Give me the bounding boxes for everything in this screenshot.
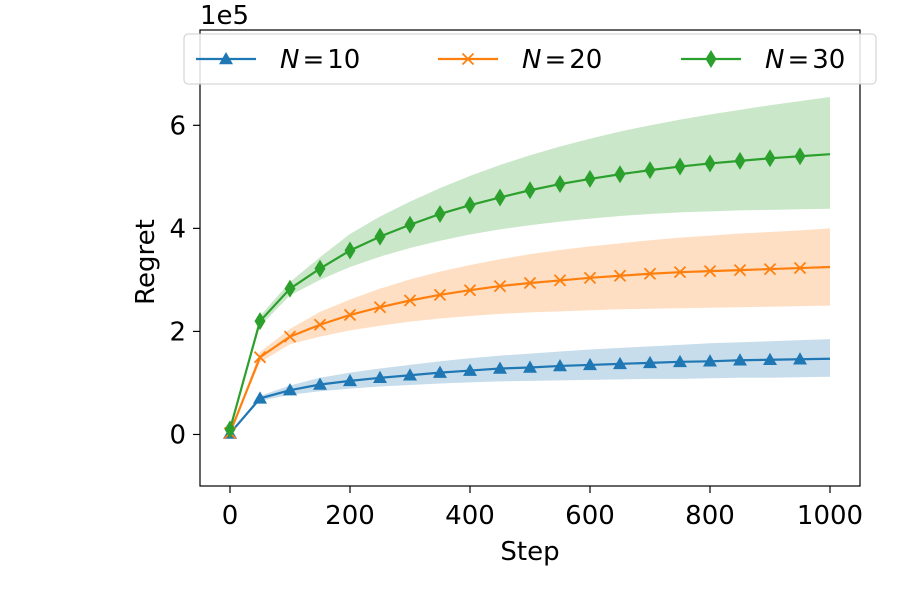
series-1-marker xyxy=(283,383,297,396)
series-3-marker xyxy=(314,259,326,278)
series-2-marker xyxy=(703,265,717,278)
y-tick-label: 2 xyxy=(169,317,186,347)
series-3-marker xyxy=(224,420,236,439)
series-1-marker xyxy=(643,355,657,369)
legend-item-2: N = 20 xyxy=(438,45,602,75)
series-markers xyxy=(223,147,807,440)
x-tick-label: 400 xyxy=(445,501,495,531)
series-1-marker xyxy=(733,353,747,366)
series-3-marker xyxy=(794,147,806,166)
legend: N = 10 N = 20 N = 30 xyxy=(183,33,877,85)
series-2-marker xyxy=(433,288,447,301)
series-3-marker xyxy=(374,227,386,246)
legend-label: N = 20 xyxy=(522,45,602,75)
series-2-marker xyxy=(553,274,567,287)
series-3-marker xyxy=(284,279,296,298)
legend-item-1: N = 10 xyxy=(196,45,360,75)
series-1-marker xyxy=(253,391,267,404)
legend-label: N = 10 xyxy=(280,45,360,75)
series-2-marker xyxy=(373,301,387,314)
legend-swatch-marker xyxy=(461,52,475,66)
x-axis-ticks: 0 200 400 600 800 1000 xyxy=(222,486,863,531)
series-2-marker xyxy=(283,330,297,343)
plot-frame xyxy=(199,29,861,487)
series-2-confidence-band xyxy=(230,228,830,433)
series-3-marker xyxy=(614,165,626,184)
y-tick-label: 0 xyxy=(169,420,186,450)
series-3-marker xyxy=(254,312,266,331)
series-3-marker xyxy=(764,149,776,168)
series-1-marker xyxy=(523,360,537,373)
series-1-marker xyxy=(493,361,507,374)
series-1-marker xyxy=(703,354,717,367)
series-2-marker xyxy=(673,266,687,279)
series-1-marker xyxy=(793,352,807,365)
series-3-marker xyxy=(464,196,476,215)
series-1-marker xyxy=(343,373,357,387)
series-2-marker xyxy=(493,279,507,293)
series-1-marker xyxy=(403,368,417,381)
x-tick-label: 600 xyxy=(565,501,615,531)
series-3-marker xyxy=(494,188,506,207)
y-axis-offset-label: 1e5 xyxy=(200,1,249,31)
series-3-marker xyxy=(344,241,356,260)
y-tick-label: 6 xyxy=(169,111,186,141)
y-axis-label: Regret xyxy=(131,219,161,305)
x-tick-label: 0 xyxy=(222,501,239,531)
series-3-marker xyxy=(584,169,596,188)
y-tick-label: 4 xyxy=(169,214,186,244)
series-1-marker xyxy=(463,363,477,376)
series-1-marker xyxy=(613,356,627,370)
series-2-marker xyxy=(253,351,267,364)
legend-swatch-marker xyxy=(705,50,717,68)
series-1-marker xyxy=(763,352,777,366)
legend-frame xyxy=(183,33,877,85)
series-3-marker xyxy=(644,161,656,180)
series-3-marker xyxy=(674,157,686,176)
series-3-marker xyxy=(434,204,446,223)
legend-swatch-marker xyxy=(219,52,233,65)
series-1-marker xyxy=(433,365,447,378)
series-3-marker xyxy=(734,151,746,170)
series-1-marker xyxy=(673,354,687,368)
series-1-marker xyxy=(583,357,597,371)
series-3-marker xyxy=(704,154,716,173)
series-2-marker xyxy=(643,267,657,280)
x-axis-label: Step xyxy=(500,537,559,567)
series-3-marker xyxy=(524,181,536,200)
legend-items: N = 10 N = 20 N = 30 xyxy=(196,45,845,75)
series-2-marker xyxy=(583,271,597,284)
x-tick-label: 200 xyxy=(325,501,375,531)
series-2-marker xyxy=(763,262,777,276)
series-3-marker xyxy=(404,215,416,234)
x-tick-label: 1000 xyxy=(797,501,863,531)
series-2-marker xyxy=(343,308,357,322)
y-axis-ticks: 0 2 4 6 xyxy=(169,111,200,450)
series-2-marker xyxy=(613,269,627,282)
series-2-marker xyxy=(463,284,477,297)
series-2-marker xyxy=(793,261,807,275)
series-1-marker xyxy=(553,358,567,372)
legend-item-3: N = 30 xyxy=(681,45,845,75)
series-2-marker xyxy=(313,318,327,331)
series-2-marker xyxy=(523,276,537,290)
series-1-marker xyxy=(373,370,387,384)
legend-label: N = 30 xyxy=(765,45,845,75)
series-3-marker xyxy=(554,175,566,194)
series-2-marker xyxy=(733,263,747,277)
series-1-marker xyxy=(313,377,327,390)
series-3-confidence-band xyxy=(230,96,830,430)
x-tick-label: 800 xyxy=(685,501,735,531)
series-2-marker xyxy=(403,294,417,307)
